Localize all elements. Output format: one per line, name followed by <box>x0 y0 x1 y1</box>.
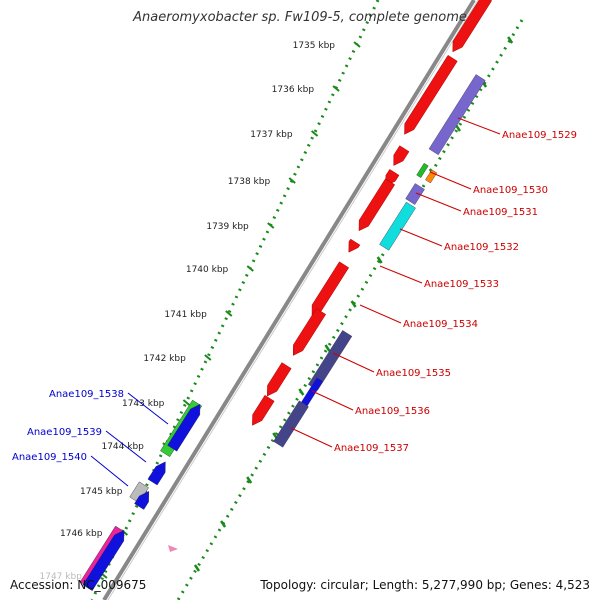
scale-minor-tick <box>298 388 305 396</box>
gene-label: Anae109_1535 <box>376 368 451 379</box>
gene-label: Anae109_1537 <box>334 443 409 454</box>
feature-block <box>273 400 309 448</box>
feature-block <box>416 162 429 178</box>
forward-gene-arrow <box>311 261 350 316</box>
gene-label: Anae109_1534 <box>403 319 478 330</box>
scale-minor-tick <box>376 256 383 264</box>
gene-label-leader-line <box>332 352 375 373</box>
scale-tick-label: 1743 kbp <box>122 399 165 409</box>
scale-tick-label: 1741 kbp <box>164 310 207 320</box>
gene-label: Anae109_1539 <box>27 427 102 438</box>
gene-label: Anae109_1532 <box>444 242 519 253</box>
map-title: Anaeromyxobacter sp. Fw109-5, complete g… <box>133 10 467 25</box>
feature-block <box>308 330 353 391</box>
gene-label: Anae109_1536 <box>355 406 430 417</box>
scale-minor-tick <box>220 520 227 528</box>
reverse-gene-arrow <box>147 461 166 486</box>
gene-label-leader-line <box>429 171 472 190</box>
scale-tick-mark <box>310 130 319 137</box>
genome-backbone-highlight <box>107 0 479 600</box>
gene-label-leader-line <box>399 228 443 247</box>
scale-tick-label: 1745 kbp <box>80 487 123 497</box>
gene-label-leader-line <box>457 117 501 135</box>
gene-label: Anae109_1538 <box>49 389 124 400</box>
feature-block <box>425 169 438 184</box>
scale-tick-label: 1737 kbp <box>250 130 293 140</box>
reverse-gene-arrow <box>82 529 125 591</box>
forward-gene-arrow <box>358 178 396 232</box>
scale-tick-label: 1746 kbp <box>60 529 103 539</box>
reverse-gene-arrow <box>167 403 201 452</box>
gene-label-leader-line <box>359 304 402 324</box>
gene-label: Anae109_1540 <box>12 452 87 463</box>
scale-tick-mark <box>267 222 275 229</box>
scale-tick-mark <box>182 399 191 406</box>
scale-minor-tick <box>193 564 201 572</box>
forward-gene-arrow <box>393 145 410 166</box>
gene-label-leader-line <box>127 392 169 425</box>
forward-gene-arrow <box>404 54 458 135</box>
topology-text: Topology: circular; Length: 5,277,990 bp… <box>260 578 590 592</box>
forward-gene-arrow <box>267 362 292 397</box>
scale-tick-mark <box>246 265 254 272</box>
scale-tick-label: 1744 kbp <box>101 442 144 452</box>
genome-backbone <box>102 0 476 600</box>
gene-label: Anae109_1530 <box>473 185 548 196</box>
gene-label-leader-line <box>90 455 129 487</box>
gene-label: Anae109_1529 <box>502 130 577 141</box>
gene-label: Anae109_1533 <box>424 279 499 290</box>
scale-tick-label: 1735 kbp <box>293 41 336 51</box>
scale-dotted-line-outer <box>176 19 524 600</box>
feature-marker <box>168 545 178 552</box>
scale-tick-mark <box>332 85 340 92</box>
scale-tick-mark <box>204 354 212 361</box>
gene-label-leader-line <box>379 265 423 284</box>
scale-tick-mark <box>288 177 296 184</box>
reverse-gene-arrow <box>134 491 150 510</box>
scale-tick-mark <box>225 310 233 317</box>
feature-block <box>379 201 416 251</box>
feature-block <box>428 74 486 156</box>
scale-dotted-line-inner <box>90 0 380 600</box>
scale-tick-label: 1747 kbp <box>40 572 83 582</box>
gene-label-leader-line <box>105 430 147 463</box>
gene-label-leader-line <box>311 390 354 411</box>
forward-gene-arrow <box>348 238 361 253</box>
scale-tick-label: 1739 kbp <box>206 222 249 232</box>
forward-gene-arrow <box>292 308 327 356</box>
scale-minor-tick <box>350 300 357 308</box>
forward-gene-arrow <box>252 394 275 426</box>
forward-gene-arrow <box>452 0 493 53</box>
scale-minor-tick <box>246 476 253 484</box>
feature-block <box>405 183 425 205</box>
scale-tick-label: 1742 kbp <box>143 354 186 364</box>
gene-label-leader-line <box>415 192 462 212</box>
scale-minor-tick <box>324 344 331 352</box>
gene-label-leader-line <box>290 427 333 448</box>
scale-tick-label: 1740 kbp <box>186 265 229 275</box>
gene-label: Anae109_1531 <box>463 207 538 218</box>
scale-tick-label: 1736 kbp <box>272 85 315 95</box>
scale-tick-mark <box>353 41 361 48</box>
scale-tick-label: 1738 kbp <box>228 177 271 187</box>
scale-minor-tick <box>507 36 514 44</box>
accession-text: Accession: NC_009675 <box>10 578 147 592</box>
